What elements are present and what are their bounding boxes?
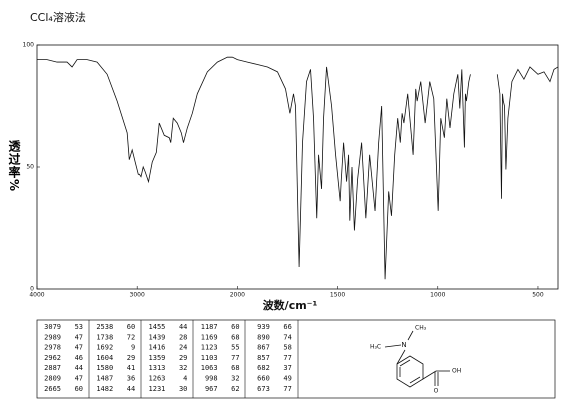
table-cell: 1416 <box>149 344 166 352</box>
table-cell: 1439 <box>149 333 166 341</box>
table-cell: 682 <box>257 364 270 372</box>
table-cell: 74 <box>283 333 291 341</box>
y-tick-label: 50 <box>26 164 34 171</box>
table-cell: 47 <box>75 333 83 341</box>
table-cell: 41 <box>127 364 135 372</box>
table-cell: 53 <box>75 323 83 331</box>
structure-label: OH <box>452 368 461 375</box>
table-cell: 1103 <box>201 354 218 362</box>
table-cell: 32 <box>179 364 187 372</box>
table-cell: 857 <box>257 354 270 362</box>
structure-bonds <box>384 330 450 388</box>
table-cell: 60 <box>75 385 83 393</box>
table-cell: 32 <box>231 375 239 383</box>
table-cell: 939 <box>257 323 270 331</box>
table-cell: 29 <box>179 354 187 362</box>
table-cell: 44 <box>179 323 187 331</box>
table-cell: 30 <box>179 385 187 393</box>
table-cell: 2809 <box>44 375 61 383</box>
table-cell: 37 <box>283 364 291 372</box>
table-cell: 47 <box>75 344 83 352</box>
table-cell: 1455 <box>149 323 166 331</box>
structure-label: O <box>434 388 439 395</box>
table-cell: 60 <box>127 323 135 331</box>
table-cell: 4 <box>183 375 187 383</box>
table-cell: 1063 <box>201 364 218 372</box>
table-cell: 66 <box>283 323 291 331</box>
table-cell: 44 <box>127 385 135 393</box>
table-cell: 998 <box>205 375 218 383</box>
table-cell: 68 <box>231 333 239 341</box>
table-cell: 55 <box>231 344 239 352</box>
table-cell: 29 <box>127 354 135 362</box>
table-cell: 2887 <box>44 364 61 372</box>
table-cell: 867 <box>257 344 270 352</box>
table-cell: 1604 <box>96 354 113 362</box>
x-tick-label: 1500 <box>330 292 345 299</box>
table-cell: 1123 <box>201 344 218 352</box>
table-cell: 2978 <box>44 344 61 352</box>
table-cell: 673 <box>257 385 270 393</box>
table-cell: 1169 <box>201 333 218 341</box>
table-cell: 44 <box>75 364 83 372</box>
table-cell: 36 <box>127 375 135 383</box>
table-cell: 9 <box>131 344 135 352</box>
table-cell: 77 <box>283 385 291 393</box>
table-frame <box>36 319 556 399</box>
x-axis-label: 波数/cm⁻¹ <box>263 298 318 312</box>
structure-label: H₃C <box>370 344 381 351</box>
table-cell: 2538 <box>96 323 113 331</box>
table-cell: 2962 <box>44 354 61 362</box>
table-cell: 46 <box>75 354 83 362</box>
table-cell: 77 <box>231 354 239 362</box>
table-cell: 1231 <box>149 385 166 393</box>
table-cell: 1487 <box>96 375 113 383</box>
table-cell: 3079 <box>44 323 61 331</box>
table-cell: 58 <box>283 344 291 352</box>
table-cell: 1580 <box>96 364 113 372</box>
table-cell: 49 <box>283 375 291 383</box>
y-tick-label: 0 <box>30 286 34 293</box>
table-cell: 77 <box>283 354 291 362</box>
plot-frame <box>36 44 559 290</box>
table-cell: 1482 <box>96 385 113 393</box>
table-dividers <box>88 320 299 398</box>
table-cell: 24 <box>179 344 187 352</box>
table-cell: 60 <box>231 323 239 331</box>
structure-label: CH₃ <box>415 325 427 332</box>
table-cell: 2665 <box>44 385 61 393</box>
table-cell: 967 <box>205 385 218 393</box>
table-cell: 1359 <box>149 354 166 362</box>
spectrum-line <box>496 66 559 199</box>
structure-label: N <box>401 341 406 349</box>
y-axis-label: 透过率% <box>7 140 21 193</box>
table-cell: 1692 <box>96 344 113 352</box>
table-cell: 47 <box>75 375 83 383</box>
table-cell: 890 <box>257 333 270 341</box>
y-tick-label: 100 <box>23 42 35 49</box>
chart-title: CCl₄溶液法 <box>30 10 86 24</box>
table-cell: 72 <box>127 333 135 341</box>
table-cell: 660 <box>257 375 270 383</box>
x-tick-label: 3000 <box>130 292 145 299</box>
table-cell: 1738 <box>96 333 113 341</box>
table-cell: 62 <box>231 385 239 393</box>
spectrum-line <box>37 56 471 280</box>
x-tick-label: 2000 <box>230 292 245 299</box>
table-cell: 2989 <box>44 333 61 341</box>
table-cell: 1313 <box>149 364 166 372</box>
table-cell: 1187 <box>201 323 218 331</box>
x-tick-label: 4000 <box>29 292 44 299</box>
table-cell: 68 <box>231 364 239 372</box>
x-tick-label: 1000 <box>430 292 445 299</box>
table-cell: 1263 <box>149 375 166 383</box>
x-tick-label: 500 <box>532 292 544 299</box>
table-cell: 28 <box>179 333 187 341</box>
